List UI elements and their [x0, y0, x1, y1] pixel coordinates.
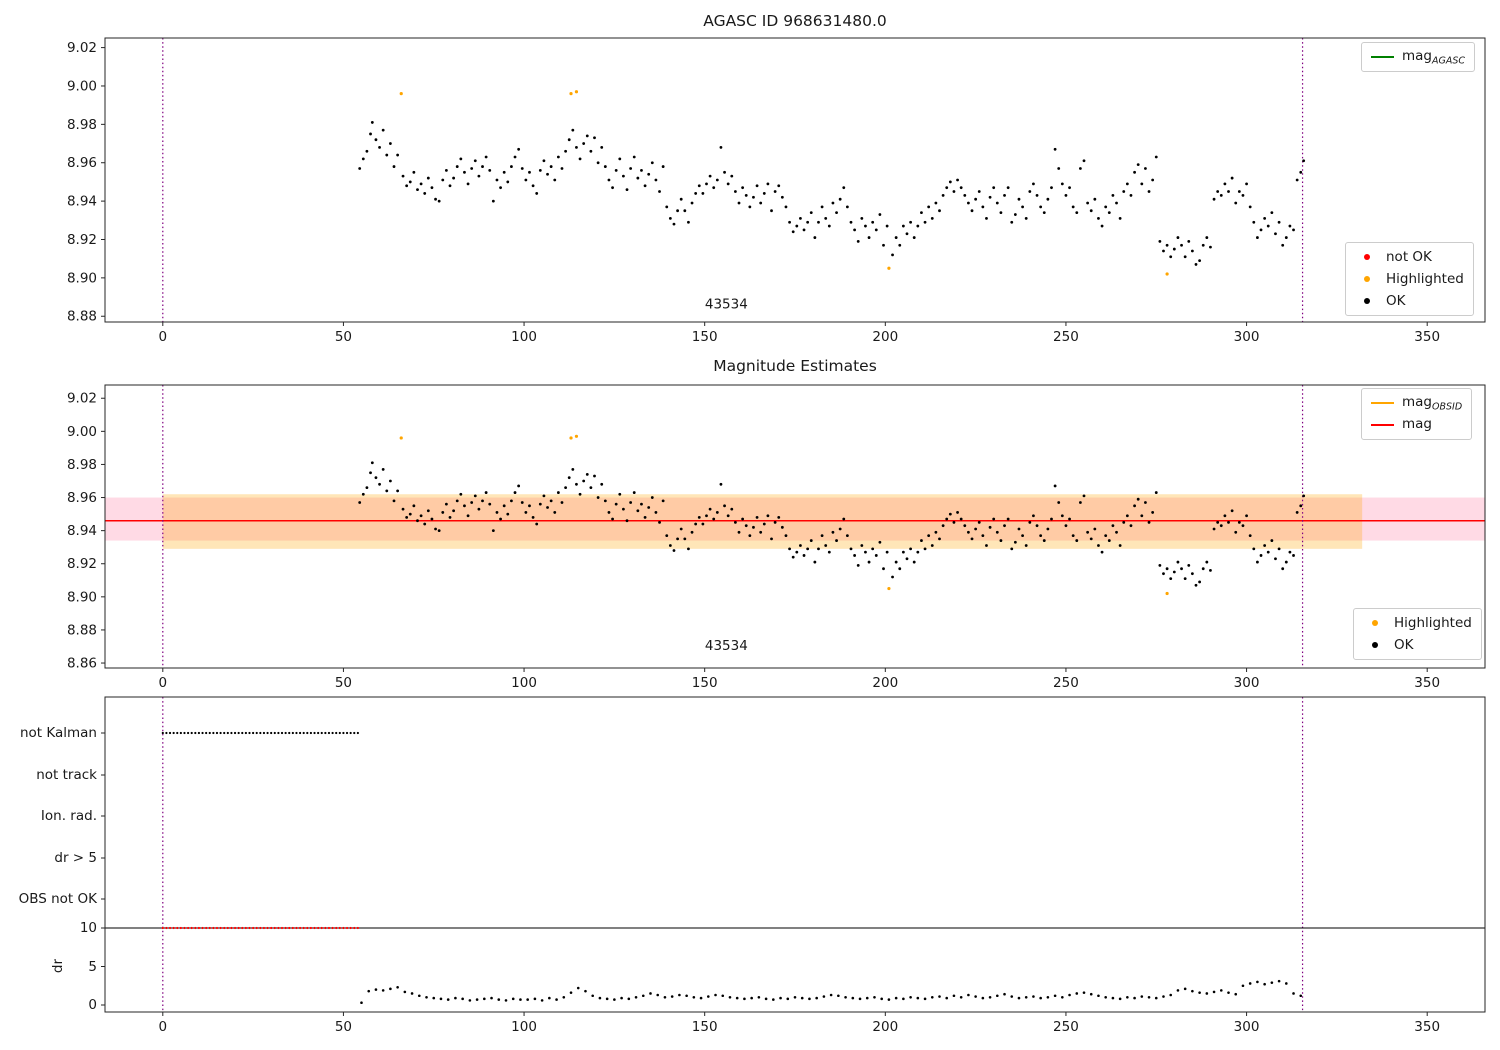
- svg-text:250: 250: [1053, 329, 1079, 345]
- svg-text:350: 350: [1414, 1019, 1440, 1035]
- svg-text:9.00: 9.00: [67, 78, 97, 94]
- middle-chart-title: Magnitude Estimates: [713, 357, 877, 375]
- svg-text:50: 50: [335, 675, 352, 691]
- svg-text:100: 100: [511, 1019, 537, 1035]
- legend-entry-ok: OK: [1363, 636, 1472, 654]
- svg-text:8.90: 8.90: [67, 589, 97, 605]
- svg-text:200: 200: [872, 329, 898, 345]
- flag-label-obs-not-ok: OBS not OK: [18, 891, 97, 907]
- flag-label-not-kalman: not Kalman: [19, 725, 97, 741]
- svg-text:100: 100: [511, 675, 537, 691]
- legend-label: mag: [1402, 415, 1432, 432]
- svg-text:8.92: 8.92: [67, 556, 97, 572]
- svg-text:200: 200: [872, 675, 898, 691]
- svg-text:0: 0: [159, 675, 168, 691]
- svg-text:250: 250: [1053, 675, 1079, 691]
- top-chart-line-legend: magAGASC: [1361, 42, 1476, 72]
- svg-text:9.02: 9.02: [67, 391, 97, 407]
- dr-tick-0: 0: [88, 997, 97, 1013]
- legend-entry-highlighted: Highlighted: [1363, 614, 1472, 632]
- top-chart-obsid-annotation: 43534: [705, 297, 748, 313]
- svg-text:50: 50: [335, 329, 352, 345]
- svg-text:9.00: 9.00: [67, 424, 97, 440]
- middle-chart-band: [162, 494, 1363, 549]
- legend-entry-mag-obsid: magOBSID: [1371, 394, 1462, 412]
- svg-text:8.92: 8.92: [67, 232, 97, 248]
- highlighted-dot-icon: [1372, 620, 1378, 626]
- legend-entry-mag: mag: [1371, 416, 1462, 434]
- svg-text:50: 50: [335, 1019, 352, 1035]
- svg-text:8.86: 8.86: [67, 656, 97, 672]
- legend-entry-highlighted: Highlighted: [1355, 270, 1464, 288]
- dr-axis-label: dr: [50, 958, 66, 974]
- svg-text:150: 150: [692, 1019, 718, 1035]
- middle-chart-obsid-annotation: 43534: [705, 638, 748, 654]
- dr-points: [360, 979, 1303, 1004]
- svg-text:8.88: 8.88: [67, 622, 97, 638]
- legend-label: OK: [1386, 293, 1406, 309]
- dr-tick-5: 5: [88, 959, 97, 975]
- svg-text:8.96: 8.96: [67, 490, 97, 506]
- svg-text:350: 350: [1414, 329, 1440, 345]
- svg-text:0: 0: [159, 329, 168, 345]
- middle-chart-series-highlighted: [399, 434, 1169, 596]
- middle-chart-marker-legend: Highlighted OK: [1353, 608, 1482, 660]
- svg-text:0: 0: [159, 1019, 168, 1035]
- legend-label: OK: [1394, 637, 1414, 653]
- flag-label-ion-rad: Ion. rad.: [40, 808, 97, 824]
- legend-label: magAGASC: [1402, 47, 1466, 67]
- legend-entry-ok: OK: [1355, 292, 1464, 310]
- svg-text:150: 150: [692, 675, 718, 691]
- not-ok-dot-icon: [1364, 254, 1370, 260]
- svg-text:350: 350: [1414, 675, 1440, 691]
- svg-text:300: 300: [1234, 329, 1260, 345]
- top-chart-marker-legend: not OK Highlighted OK: [1345, 242, 1474, 316]
- svg-text:200: 200: [872, 1019, 898, 1035]
- flag-run-not-kalman: [161, 731, 359, 735]
- svg-text:8.98: 8.98: [67, 457, 97, 473]
- legend-entry-not-ok: not OK: [1355, 248, 1464, 266]
- svg-text:150: 150: [692, 329, 718, 345]
- svg-text:300: 300: [1234, 1019, 1260, 1035]
- bottom-chart-frame: [104, 696, 1486, 1013]
- middle-chart-frame: [104, 384, 1486, 669]
- middle-chart-line-legend: magOBSID mag: [1361, 388, 1473, 440]
- flag-label-not-track: not track: [36, 767, 97, 783]
- top-chart-series-ok: [358, 121, 1306, 266]
- svg-text:8.90: 8.90: [67, 270, 97, 286]
- middle-chart-series-ok: [358, 461, 1306, 587]
- svg-text:8.98: 8.98: [67, 117, 97, 133]
- top-chart-title: AGASC ID 968631480.0: [703, 12, 887, 30]
- svg-text:8.96: 8.96: [67, 155, 97, 171]
- legend-label: Highlighted: [1386, 271, 1464, 287]
- legend-label: Highlighted: [1394, 615, 1472, 631]
- ok-dot-icon: [1372, 642, 1378, 648]
- middle-chart-band: [105, 497, 1485, 541]
- svg-text:100: 100: [511, 329, 537, 345]
- svg-text:8.88: 8.88: [67, 309, 97, 325]
- mag-line-sample: [1371, 424, 1394, 426]
- svg-text:8.94: 8.94: [67, 523, 97, 539]
- top-chart-series-highlighted: [399, 90, 1169, 276]
- middle-chart: 0 50 100 150 200 250 300 350 8.86 8.88 8.90 8.92 8.9…: [67, 384, 1486, 691]
- legend-label: magOBSID: [1402, 393, 1463, 413]
- highlighted-dot-icon: [1364, 276, 1370, 282]
- mag-agasc-line-sample: [1371, 56, 1394, 58]
- dr-clipped-points: [161, 926, 359, 930]
- top-chart-frame: [104, 37, 1486, 323]
- svg-text:9.02: 9.02: [67, 40, 97, 56]
- legend-entry-mag-agasc: magAGASC: [1371, 48, 1465, 66]
- flag-label-dr-gt-5: dr > 5: [54, 850, 97, 866]
- svg-text:300: 300: [1234, 675, 1260, 691]
- top-chart: 0 50 100 150 200 250 300 350 8.88 8.90 8.92 8.94 8.9…: [67, 37, 1486, 345]
- legend-label: not OK: [1386, 249, 1432, 265]
- mag-obsid-line-sample: [1371, 402, 1394, 404]
- ok-dot-icon: [1364, 298, 1370, 304]
- svg-text:250: 250: [1053, 1019, 1079, 1035]
- svg-text:8.94: 8.94: [67, 194, 97, 210]
- bottom-chart: 0 50 100 150 200 250 300 350: [101, 696, 1486, 1035]
- dr-tick-10: 10: [79, 920, 97, 936]
